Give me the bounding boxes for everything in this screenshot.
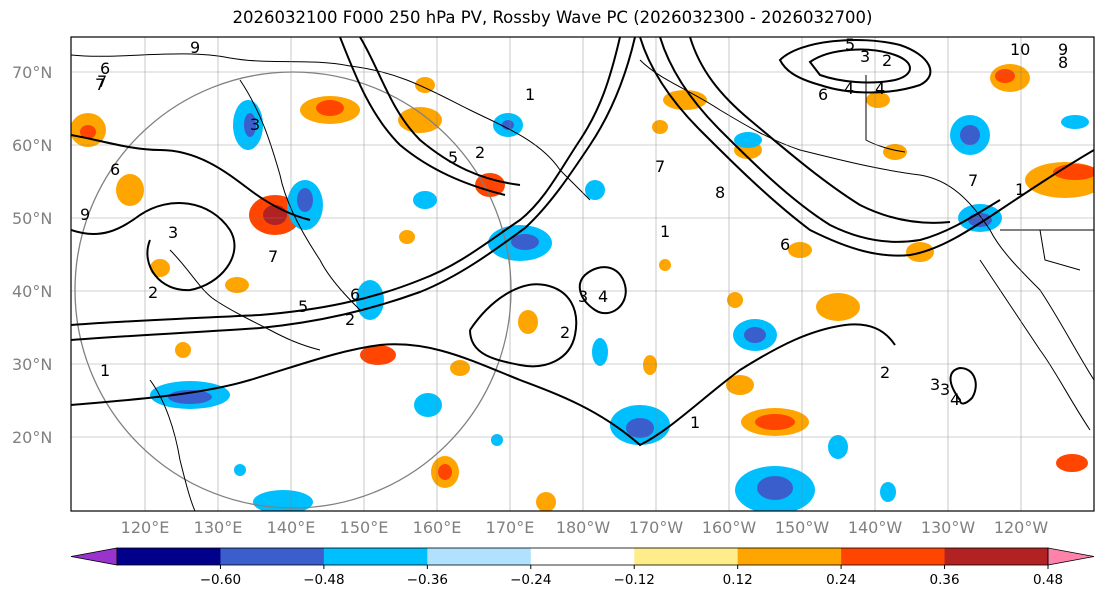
lon-label: 150°E — [340, 518, 389, 537]
colorbar-extend-low — [70, 547, 118, 566]
longitude-labels: 120°E 130°E 140°E 150°E 160°E 170°E 180°… — [121, 518, 1049, 537]
colorbar-tick-label: 0.24 — [826, 572, 856, 588]
contour-label: 3 — [250, 115, 260, 134]
contour-label: 5 — [845, 35, 855, 54]
colorbar-tick-label: −0.24 — [510, 572, 551, 588]
lon-label: 180°W — [556, 518, 611, 537]
lat-label-40n: 40°N — [12, 282, 52, 301]
lat-label-30n: 30°N — [12, 355, 52, 374]
contour-label: 1 — [1015, 180, 1025, 199]
lat-label-20n: 20°N — [12, 428, 52, 447]
lon-label: 140°W — [848, 518, 903, 537]
colorbar-tick-label: 0.48 — [1033, 572, 1063, 588]
lon-label: 130°W — [921, 518, 976, 537]
contour-label: 6 — [110, 160, 120, 179]
contour-label: 1 — [525, 85, 535, 104]
colorbar-segment — [220, 548, 325, 565]
contour-label: 2 — [475, 143, 485, 162]
contour-label: 3 — [860, 47, 870, 66]
contour-label: 9 — [1058, 40, 1068, 59]
colorbar-tick-label: 0.12 — [723, 572, 753, 588]
contour-label: 9 — [190, 38, 200, 57]
graticule — [71, 37, 1094, 511]
contour-label: 2 — [148, 283, 158, 302]
colorbar-tick-label: −0.48 — [303, 572, 344, 588]
contour-label: 9 — [80, 205, 90, 224]
colorbar-tick-label: −0.12 — [614, 572, 655, 588]
lat-label-70n: 70°N — [12, 63, 52, 82]
contour-label: 1 — [660, 222, 670, 241]
lon-label: 150°W — [775, 518, 830, 537]
colorbar: −0.60 −0.48 −0.36 −0.24 −0.12 0.12 0.24 0.36 0.4… — [70, 547, 1095, 588]
pv-contours — [71, 37, 1094, 447]
colorbar-frame — [116, 547, 1049, 566]
lat-label-50n: 50°N — [12, 209, 52, 228]
lon-label: 160°E — [413, 518, 462, 537]
contour-label-group: 9 7 6 7 6 9 3 2 1 7 6 5 4 3 2 1 7 8 6 5 … — [80, 35, 1068, 432]
contour-label: 7 — [655, 157, 665, 176]
lon-label: 170°W — [629, 518, 684, 537]
lon-label: 120°W — [994, 518, 1049, 537]
colorbar-segment — [841, 548, 946, 565]
colorbar-segment — [427, 548, 532, 565]
contour-label: 5 — [298, 297, 308, 316]
colorbar-segment — [737, 548, 842, 565]
contour-label: 6 — [780, 235, 790, 254]
contour-label: 2 — [345, 310, 355, 329]
colorbar-segment — [634, 548, 739, 565]
colorbar-segment — [530, 548, 635, 565]
colorbar-segment — [117, 548, 221, 565]
contour-label: 7 — [95, 75, 105, 94]
colorbar-segment — [323, 548, 428, 565]
map-title: 2026032100 F000 250 hPa PV, Rossby Wave … — [232, 8, 873, 27]
contour-label: 6 — [818, 85, 828, 104]
contour-label: 5 — [448, 148, 458, 167]
contour-label: 4 — [598, 287, 608, 306]
colorbar-tick-label: −0.36 — [407, 572, 448, 588]
contour-label: 4 — [844, 79, 854, 98]
colorbar-tick-label: 0.36 — [930, 572, 960, 588]
contour-label: 4 — [950, 390, 960, 409]
lon-label: 130°E — [194, 518, 243, 537]
contour-label: 1 — [690, 413, 700, 432]
lon-label: 120°E — [121, 518, 170, 537]
lat-label-60n: 60°N — [12, 136, 52, 155]
contour-label: 3 — [578, 287, 588, 306]
contour-label: 3 — [168, 223, 178, 242]
colorbar-segment — [944, 548, 1049, 565]
map-background — [71, 37, 1094, 511]
contour-label: 8 — [1058, 53, 1068, 72]
lon-label: 160°W — [702, 518, 757, 537]
colorbar-extend-high — [1047, 547, 1095, 566]
contour-label: 7 — [968, 171, 978, 190]
latitude-labels: 70°N 60°N 50°N 40°N 30°N 20°N — [12, 63, 52, 447]
contour-label: 2 — [882, 51, 892, 70]
colorbar-tick-label: −0.60 — [200, 572, 241, 588]
map-frame — [70, 36, 1095, 512]
contour-label: 4 — [875, 79, 885, 98]
contour-label: 6 — [100, 59, 110, 78]
lon-label: 140°E — [267, 518, 316, 537]
lon-label: 170°E — [486, 518, 535, 537]
contour-label: 3 — [930, 375, 940, 394]
contour-label: 3 — [940, 380, 950, 399]
contour-label: 7 — [268, 247, 278, 266]
contour-label: 2 — [560, 323, 570, 342]
contour-label: 7 — [97, 72, 107, 91]
contour-label: 2 — [880, 363, 890, 382]
contour-label: 6 — [350, 285, 360, 304]
contour-label: 10 — [1010, 40, 1030, 59]
contour-label: 1 — [100, 361, 110, 380]
contour-label: 8 — [715, 183, 725, 202]
coastlines — [71, 53, 1094, 511]
